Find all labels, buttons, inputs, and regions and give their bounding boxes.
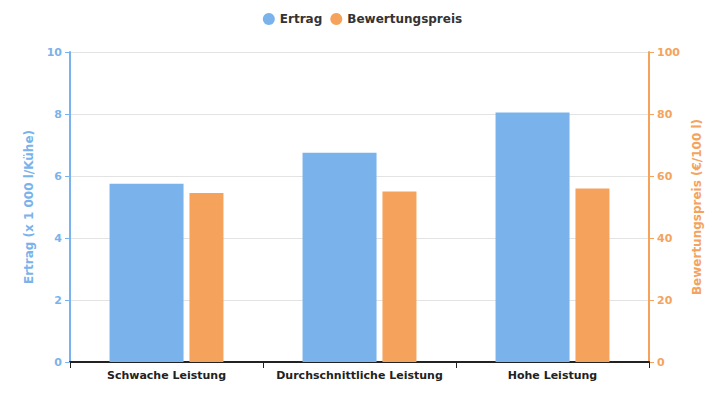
svg-text:0: 0 xyxy=(657,356,665,369)
svg-text:Durchschnittliche Leistung: Durchschnittliche Leistung xyxy=(276,369,443,382)
svg-text:2: 2 xyxy=(54,294,62,307)
svg-text:100: 100 xyxy=(657,46,680,59)
svg-text:Schwache Leistung: Schwache Leistung xyxy=(107,369,226,382)
svg-text:8: 8 xyxy=(54,108,62,121)
svg-text:Bewertungspreis: Bewertungspreis xyxy=(347,12,462,26)
svg-text:80: 80 xyxy=(657,108,673,121)
svg-text:Hohe Leistung: Hohe Leistung xyxy=(508,369,597,382)
svg-text:60: 60 xyxy=(657,170,673,183)
svg-text:Ertrag: Ertrag xyxy=(280,12,322,26)
svg-text:20: 20 xyxy=(657,294,673,307)
svg-text:6: 6 xyxy=(54,170,62,183)
svg-text:10: 10 xyxy=(47,46,63,59)
svg-text:Bewertungspreis (€/100 l): Bewertungspreis (€/100 l) xyxy=(690,119,704,295)
svg-text:40: 40 xyxy=(657,232,673,245)
svg-text:4: 4 xyxy=(54,232,62,245)
svg-text:0: 0 xyxy=(54,356,62,369)
svg-text:Ertrag (x 1 000 l/Kühe): Ertrag (x 1 000 l/Kühe) xyxy=(22,130,36,284)
